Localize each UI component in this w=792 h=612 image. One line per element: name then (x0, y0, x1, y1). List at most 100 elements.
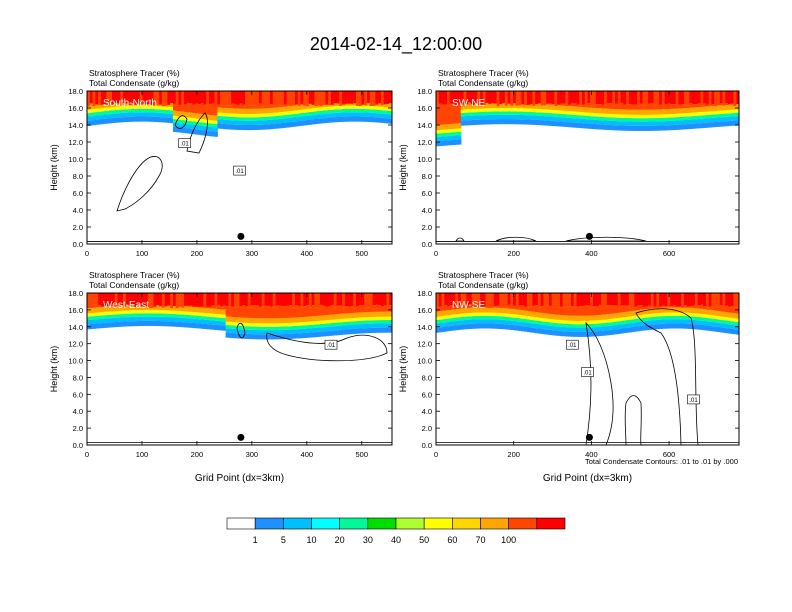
tracer-cell (537, 307, 542, 313)
tracer-cell (253, 105, 257, 109)
tracer-cell (493, 307, 498, 313)
tracer-cell (689, 123, 693, 129)
tracer-cell (587, 293, 591, 306)
tracer-cell (681, 312, 685, 316)
tracer-cell (120, 293, 124, 306)
tracer-cell (452, 103, 456, 124)
tracer-cell (683, 113, 688, 117)
y-tick-label: 12.0 (417, 138, 432, 147)
tracer-cell (474, 312, 478, 316)
tracer-cell (485, 323, 489, 329)
tracer-cell (529, 311, 534, 317)
tracer-cell (697, 305, 702, 309)
tracer-cell (617, 109, 622, 115)
tracer-cell (389, 91, 392, 104)
tracer-cell (184, 318, 188, 323)
tracer-cell (239, 120, 243, 125)
tracer-cell (661, 121, 666, 126)
tracer-cell (631, 121, 635, 126)
tracer-cell (247, 329, 252, 334)
tracer-cell (686, 124, 691, 130)
tracer-cell (659, 109, 663, 115)
tracer-cell (444, 132, 448, 137)
tracer-cell (559, 326, 564, 332)
tracer-cell (584, 327, 589, 332)
tracer-cell (222, 325, 227, 331)
tracer-cell (477, 315, 481, 320)
tracer-cell (134, 116, 138, 122)
tracer-cell (692, 316, 696, 320)
location-marker (585, 433, 593, 441)
tracer-cell (275, 91, 279, 105)
tracer-cell (286, 317, 291, 323)
tracer-cell (551, 104, 556, 110)
tracer-cell (220, 119, 224, 124)
tracer-cell (502, 319, 506, 325)
tracer-cell (521, 326, 525, 332)
tracer-cell (452, 305, 456, 310)
y-tick-label: 16.0 (68, 306, 83, 315)
tracer-cell (708, 318, 713, 322)
tracer-cell (209, 91, 213, 104)
tracer-cell (733, 104, 737, 110)
tracer-cell (142, 304, 146, 310)
tracer-cell (306, 108, 310, 113)
tracer-cell (648, 118, 652, 122)
tracer-cell (694, 107, 699, 113)
tracer-cell (510, 111, 514, 115)
tracer-cell (178, 305, 182, 311)
tracer-cell (708, 106, 713, 112)
tracer-cell (532, 108, 536, 113)
tracer-cell (136, 91, 141, 105)
tracer-cell (347, 306, 352, 314)
tracer-cell (604, 117, 608, 121)
plot-frame (86, 292, 393, 446)
tracer-cell (170, 110, 174, 114)
tracer-cell (595, 91, 600, 105)
tracer-cell (114, 101, 119, 107)
tracer-cell (278, 329, 282, 335)
tracer-cell (328, 319, 332, 324)
tracer-cell (211, 91, 216, 104)
tracer-cell (513, 114, 517, 120)
tracer-cell (469, 120, 473, 126)
y-tick-label: 6.0 (73, 390, 83, 399)
tracer-cell (267, 113, 271, 117)
tracer-cell (524, 326, 528, 332)
tracer-cell (142, 105, 146, 109)
tracer-cell (634, 125, 638, 131)
tracer-cell (181, 116, 185, 121)
condensate-contours (236, 322, 388, 362)
tracer-cell (333, 109, 338, 113)
tracer-cell (236, 325, 241, 330)
tracer-cell (344, 112, 349, 117)
tracer-cell (681, 319, 685, 324)
tracer-cell (164, 91, 169, 106)
tracer-cell (372, 109, 376, 113)
tracer-cell (358, 91, 363, 107)
tracer-cell (714, 91, 718, 107)
tracer-cell (604, 308, 608, 315)
tracer-cell (178, 314, 182, 318)
tracer-cell (325, 113, 329, 118)
tracer-cell (692, 116, 696, 120)
tracer-cell (716, 121, 721, 127)
tracer-cell (496, 119, 500, 125)
tracer-cell (491, 315, 495, 320)
tracer-cell (458, 320, 462, 325)
tracer-cell (727, 293, 732, 307)
tracer-cell (576, 315, 580, 321)
tracer-cell (452, 314, 456, 318)
tracer-cell (510, 293, 514, 308)
tracer-cell (711, 310, 715, 316)
tracer-cell (722, 316, 726, 321)
tracer-cell (303, 293, 307, 307)
tracer-cell (303, 104, 307, 110)
tracer-cell (325, 306, 329, 316)
tracer-cell (438, 316, 443, 320)
tracer-cell (383, 311, 388, 317)
y-axis-label: Height (km) (49, 346, 59, 393)
tracer-cell (311, 108, 315, 112)
tracer-cell (598, 124, 602, 130)
tracer-cell (441, 326, 445, 332)
